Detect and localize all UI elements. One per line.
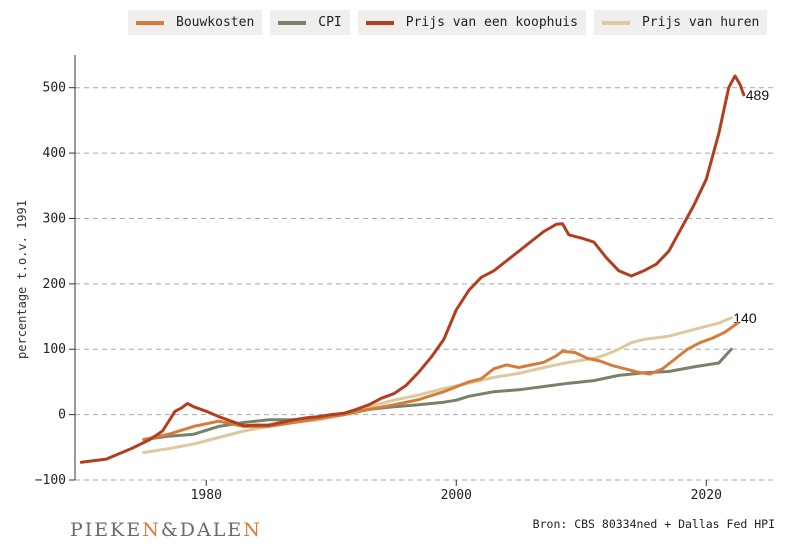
legend-label-cpi: CPI bbox=[318, 15, 342, 30]
legend-swatch-huren bbox=[601, 20, 630, 25]
logo-part2: DALE bbox=[179, 519, 244, 541]
logo-amp: & bbox=[160, 519, 180, 541]
end-label-prijs-van-een-koophuis: 489 bbox=[746, 87, 770, 103]
y-tick-label-100: 100 bbox=[43, 342, 66, 357]
source-note: Bron: CBS 80334ned + Dallas Fed HPI bbox=[532, 517, 775, 531]
x-tick-label-2020: 2020 bbox=[691, 488, 722, 503]
legend-label-bouwkosten: Bouwkosten bbox=[176, 15, 255, 30]
legend-swatch-cpi bbox=[278, 20, 307, 25]
x-tick-label-2000: 2000 bbox=[441, 488, 472, 503]
legend: Bouwkosten CPI Prijs van een koophuis Pr… bbox=[128, 10, 768, 35]
logo-n2: N bbox=[243, 519, 262, 541]
end-label-prijs-van-huren: 140 bbox=[733, 310, 757, 326]
pieken-dalen-logo: PIEKEN&DALEN bbox=[70, 519, 262, 541]
legend-label-huren: Prijs van huren bbox=[641, 15, 760, 30]
y-tick-label--100: −100 bbox=[35, 473, 66, 488]
legend-item-koophuis[interactable]: Prijs van een koophuis bbox=[357, 10, 586, 35]
y-tick-label-400: 400 bbox=[43, 146, 66, 161]
series-line-prijs-van-een-koophuis bbox=[79, 74, 746, 464]
logo-part1: PIEKE bbox=[70, 519, 143, 541]
legend-label-koophuis: Prijs van een koophuis bbox=[405, 15, 578, 30]
legend-swatch-bouwkosten bbox=[136, 20, 164, 25]
legend-item-huren[interactable]: Prijs van huren bbox=[593, 10, 768, 35]
y-axis-label: percentage t.o.v. 1991 bbox=[15, 200, 29, 359]
legend-item-cpi[interactable]: CPI bbox=[270, 10, 350, 35]
legend-item-bouwkosten[interactable]: Bouwkosten bbox=[128, 10, 263, 35]
y-tick-label-500: 500 bbox=[43, 81, 66, 96]
y-tick-label-300: 300 bbox=[43, 211, 66, 226]
series-line-bouwkosten bbox=[142, 321, 739, 441]
series-line-prijs-van-huren bbox=[142, 316, 733, 454]
logo-n1: N bbox=[142, 519, 161, 541]
x-tick-label-1980: 1980 bbox=[191, 488, 222, 503]
y-tick-label-0: 0 bbox=[58, 408, 66, 423]
legend-swatch-koophuis bbox=[365, 20, 394, 25]
y-tick-label-200: 200 bbox=[43, 277, 66, 292]
